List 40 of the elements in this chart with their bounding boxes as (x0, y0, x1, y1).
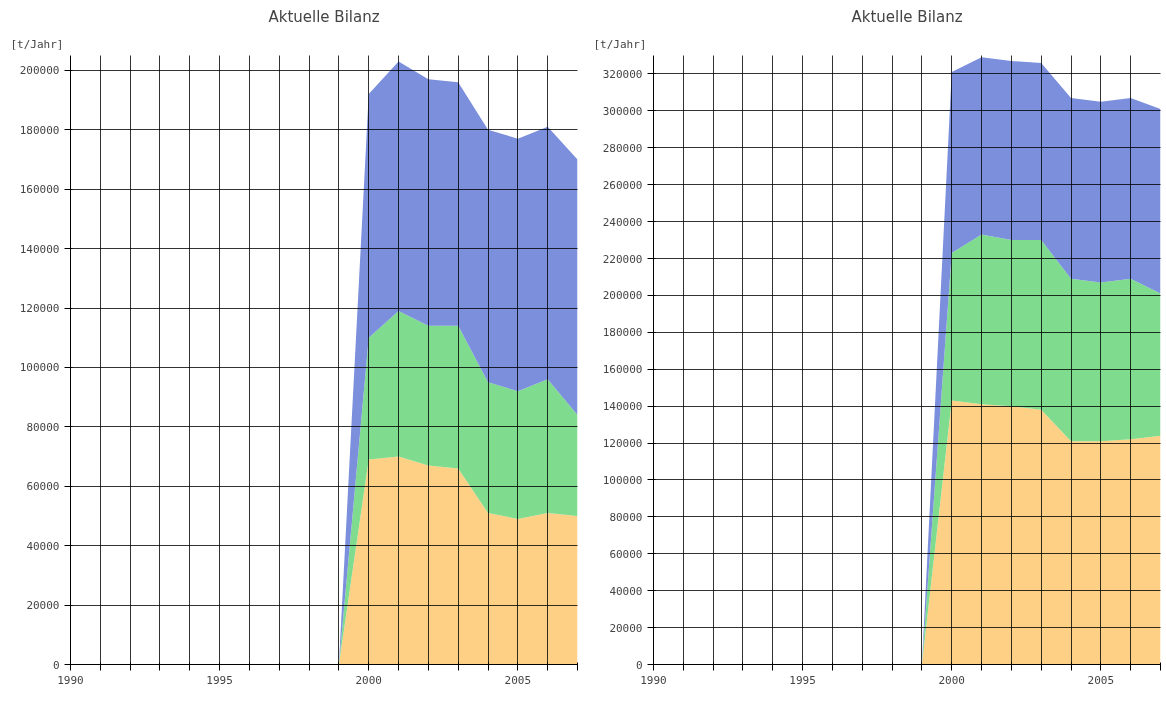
y-tick-label: 20000 (26, 599, 60, 613)
x-tick-label: 2000 (355, 673, 382, 687)
y-tick-label: 120000 (602, 437, 643, 451)
y-tick-label: 0 (635, 658, 643, 672)
x-tick-label: 1990 (640, 673, 667, 687)
y-axis-title: [t/Jahr] (593, 37, 647, 51)
x-tick-label: 1995 (206, 673, 233, 687)
y-tick-label: 140000 (602, 400, 643, 414)
y-tick-label: 220000 (602, 252, 643, 266)
y-tick-label: 300000 (602, 104, 643, 118)
y-tick-label: 280000 (602, 141, 643, 155)
y-tick-label: 80000 (609, 510, 643, 524)
y-tick-label: 60000 (609, 547, 643, 561)
y-tick-label: 40000 (609, 584, 643, 598)
y-tick-label: 100000 (602, 473, 643, 487)
y-tick-label: 160000 (602, 363, 643, 377)
y-tick-label: 200000 (19, 64, 60, 78)
x-tick-label: 1995 (789, 673, 816, 687)
y-tick-label: 180000 (602, 326, 643, 340)
chart-title: Aktuelle Bilanz (851, 7, 963, 26)
y-tick-label: 100000 (19, 361, 60, 375)
y-tick-label: 0 (52, 658, 60, 672)
x-tick-label: 1990 (57, 673, 84, 687)
y-tick-label: 320000 (602, 67, 643, 81)
y-tick-label: 40000 (26, 539, 60, 553)
y-tick-label: 60000 (26, 480, 60, 494)
x-tick-label: 2000 (938, 673, 965, 687)
y-tick-label: 140000 (19, 242, 60, 256)
chart-title: Aktuelle Bilanz (268, 7, 380, 26)
y-tick-label: 240000 (602, 215, 643, 229)
y-tick-label: 120000 (19, 302, 60, 316)
y-tick-label: 200000 (602, 289, 643, 303)
x-tick-label: 2005 (504, 673, 532, 687)
x-tick-label: 2005 (1087, 673, 1115, 687)
y-tick-label: 260000 (602, 178, 643, 192)
y-tick-label: 160000 (19, 183, 60, 197)
y-tick-label: 80000 (26, 420, 60, 434)
y-tick-label: 180000 (19, 123, 60, 137)
y-axis-title: [t/Jahr] (10, 37, 64, 51)
y-tick-label: 20000 (609, 621, 643, 635)
